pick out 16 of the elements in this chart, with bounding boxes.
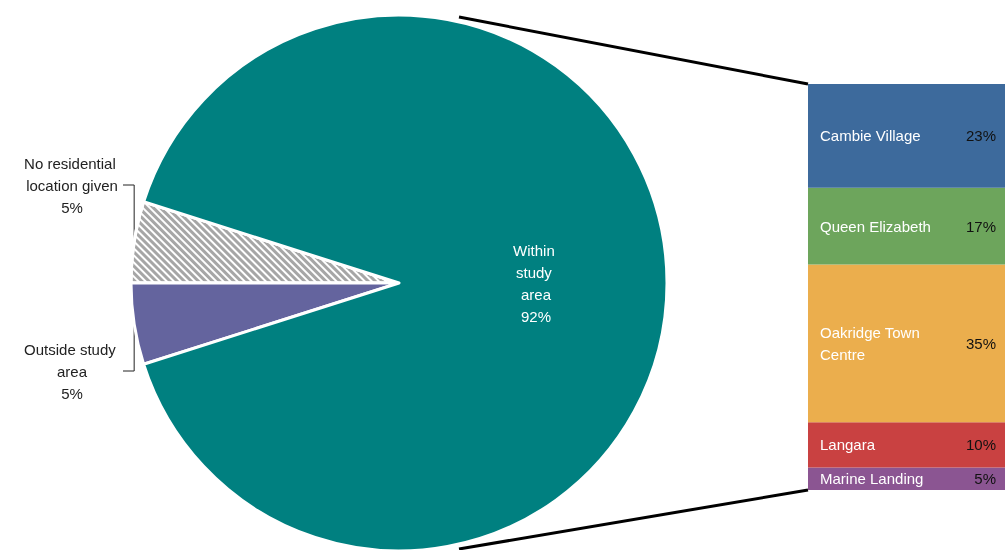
slice-label: No residential location given [24, 154, 120, 194]
data-label: 17% [965, 217, 996, 235]
data-label: 5% [974, 470, 996, 488]
series-label: Marine Landing [820, 470, 924, 488]
series-label: Langara [820, 436, 876, 454]
slice-label: Outside study area [24, 340, 120, 380]
series-label: Oakridge Town Centre [820, 323, 924, 363]
data-label: 10% [965, 436, 996, 454]
data-label: 23% [965, 127, 996, 145]
data-label: 92% [520, 307, 552, 325]
data-label: 35% [965, 334, 996, 352]
data-label: 5% [61, 384, 83, 402]
data-label: 5% [61, 198, 83, 216]
series-label: Queen Elizabeth [820, 217, 931, 235]
slice-label: Within study area [513, 241, 559, 303]
series-label: Cambie Village [820, 127, 921, 145]
